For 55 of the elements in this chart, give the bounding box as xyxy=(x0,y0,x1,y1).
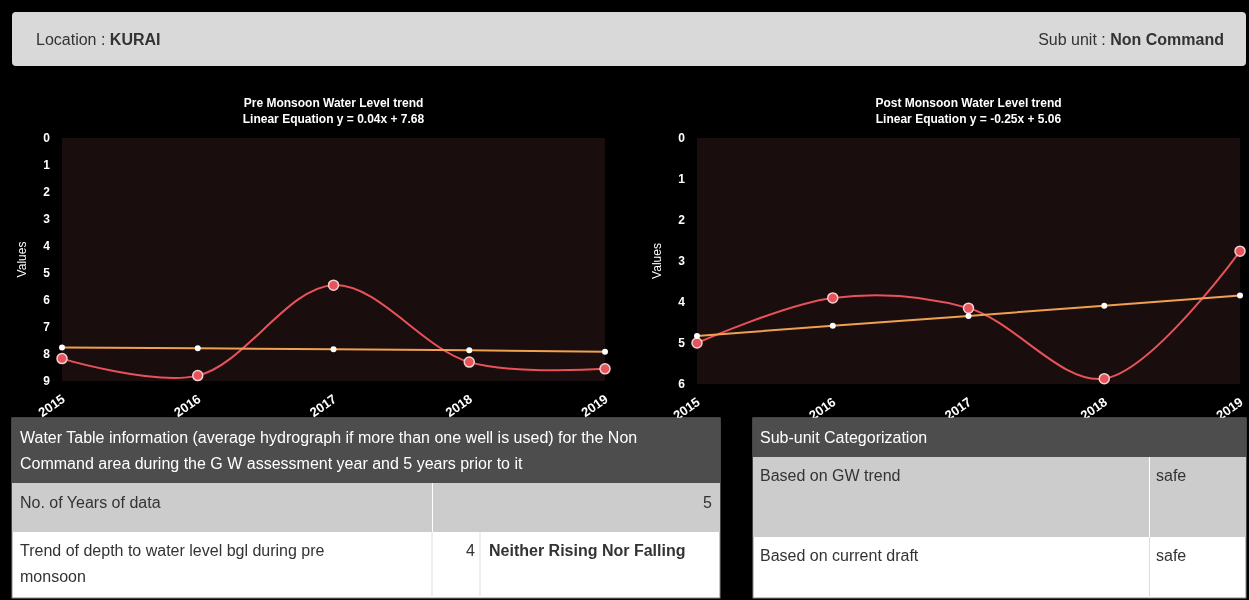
x-tick-label: 2019 xyxy=(578,391,611,421)
y-tick-label: 2 xyxy=(678,213,686,228)
chart-subtitle: Linear Equation y = -0.25x + 5.06 xyxy=(875,112,1062,126)
y-tick-label: 5 xyxy=(43,266,51,281)
text: Based on GW trend xyxy=(760,467,901,484)
y-tick-label: 8 xyxy=(43,347,51,362)
y-tick-label: 0 xyxy=(43,131,51,146)
point xyxy=(192,369,204,382)
x-tick-label: 2016 xyxy=(806,394,839,424)
y-tick-label: 1 xyxy=(678,172,686,187)
x-tick-label: 2019 xyxy=(1213,394,1246,424)
text: No. of Years of data xyxy=(20,494,161,511)
text: safe xyxy=(1156,547,1187,564)
x-tick-label: 2018 xyxy=(442,391,475,421)
y-tick-label: 3 xyxy=(678,254,686,269)
text: 4 xyxy=(466,542,476,559)
y-tick-label: 4 xyxy=(678,295,686,310)
text: Neither Rising Nor Falling xyxy=(489,542,686,559)
text: Trend of depth to water level bgl during pre monsoon xyxy=(20,542,325,585)
y-tick-label: 5 xyxy=(678,336,686,351)
text: Based on current draft xyxy=(760,547,919,564)
x-tick-label: 2017 xyxy=(941,394,975,424)
y-tick-label: 2 xyxy=(43,185,51,200)
x-tick-label: 2015 xyxy=(670,394,703,424)
point xyxy=(463,356,475,368)
text: Non Command xyxy=(1110,31,1224,48)
point xyxy=(327,279,340,291)
y-tick-label: 7 xyxy=(43,320,51,335)
y-tick-label: 0 xyxy=(678,131,686,146)
y-tick-label: 6 xyxy=(678,377,686,392)
x-tick-label: 2018 xyxy=(1077,394,1110,424)
point xyxy=(1234,245,1246,257)
point xyxy=(599,363,611,375)
text: 5 xyxy=(703,494,713,511)
point xyxy=(827,292,839,304)
point xyxy=(1098,372,1110,385)
point xyxy=(56,352,68,365)
y-tick-label: 9 xyxy=(43,374,51,389)
y-axis-title: Values xyxy=(15,241,29,278)
text: safe xyxy=(1156,467,1187,484)
text: Water Table information (average hydrograph if more than one well is used) for the Non Command area during the G W assessment year and 5 years prior to it xyxy=(20,429,638,472)
text: Location : xyxy=(36,31,106,48)
text: Sub unit : xyxy=(1038,31,1106,48)
y-axis-title: Values xyxy=(650,243,664,279)
y-tick-label: 4 xyxy=(43,239,51,254)
y-tick-label: 3 xyxy=(43,212,51,227)
y-tick-label: 1 xyxy=(43,158,51,173)
chart-subtitle: Linear Equation y = 0.04x + 7.68 xyxy=(242,112,425,126)
point xyxy=(962,302,975,314)
text: KURAI xyxy=(109,31,161,48)
text: Sub-unit Categorization xyxy=(760,429,928,446)
chart-title: Post Monsoon Water Level trend xyxy=(875,96,1062,110)
x-tick-label: 2016 xyxy=(171,391,204,421)
chart-title: Pre Monsoon Water Level trend xyxy=(243,96,424,110)
y-tick-label: 6 xyxy=(43,293,51,308)
